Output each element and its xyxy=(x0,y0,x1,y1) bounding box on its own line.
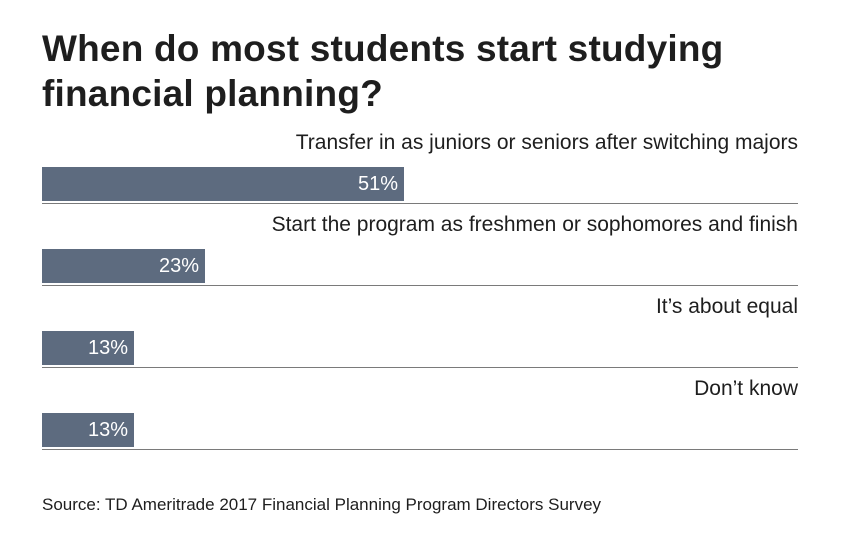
bar-row: It’s about equal 13% xyxy=(42,286,798,368)
category-label: Don’t know xyxy=(694,377,798,400)
source-note: Source: TD Ameritrade 2017 Financial Pla… xyxy=(42,495,602,514)
bar-value-label: 13% xyxy=(87,337,128,359)
category-label: Start the program as freshmen or sophomo… xyxy=(271,213,798,236)
bar-row: Transfer in as juniors or seniors after … xyxy=(42,122,798,204)
row-divider xyxy=(42,449,798,450)
bar-row: Start the program as freshmen or sophomo… xyxy=(42,204,798,286)
bar-chart: Transfer in as juniors or seniors after … xyxy=(42,122,798,452)
row-divider xyxy=(42,203,798,204)
bar: 13% xyxy=(42,413,134,447)
bar: 23% xyxy=(42,249,205,283)
row-divider xyxy=(42,285,798,286)
bar-value-label: 23% xyxy=(158,255,199,277)
category-label: Transfer in as juniors or seniors after … xyxy=(295,131,798,154)
chart-title: When do most students start studying fin… xyxy=(42,28,724,114)
bar-value-label: 51% xyxy=(357,173,398,195)
bar: 51% xyxy=(42,167,404,201)
bar-row: Don’t know 13% xyxy=(42,368,798,450)
row-divider xyxy=(42,367,798,368)
category-label: It’s about equal xyxy=(655,295,798,318)
bar: 13% xyxy=(42,331,134,365)
bar-value-label: 13% xyxy=(87,419,128,441)
